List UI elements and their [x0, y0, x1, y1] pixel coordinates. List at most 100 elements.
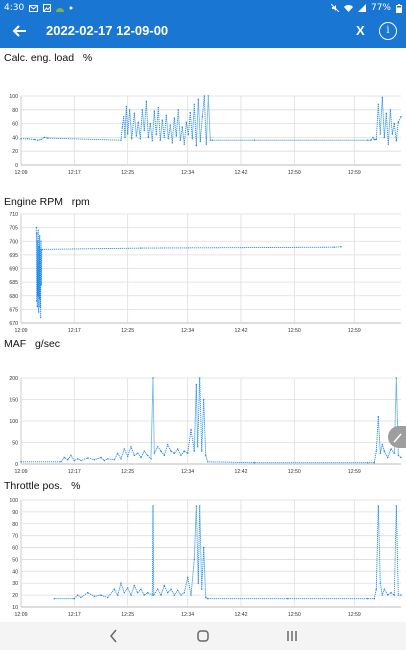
- data-point: [387, 456, 389, 459]
- x-tick-label: 12:34: [181, 170, 194, 176]
- chart-title: Throttle pos. %: [4, 480, 81, 492]
- back-arrow-icon[interactable]: [11, 22, 29, 40]
- data-point: [372, 136, 374, 139]
- y-tick-label: 150: [9, 398, 18, 404]
- data-point: [127, 587, 129, 589]
- chart-title: Calc. eng. load %: [4, 52, 93, 64]
- data-point: [121, 126, 124, 128]
- chart-calc-eng-load: Calc. eng. load % 0 20 40 60 80 100 12:09 12:17…: [0, 52, 406, 194]
- data-point: [383, 136, 385, 139]
- x-tick-label: 12:17: [68, 170, 81, 176]
- chart-svg: 670 675 680 685 690 695 700 705 710 12:09 12:17 12:…: [9, 212, 401, 334]
- data-point: [53, 598, 55, 600]
- y-tick-label: 10: [12, 605, 18, 611]
- signal-icon: [357, 4, 366, 12]
- data-point: [165, 114, 167, 116]
- data-point: [381, 444, 383, 446]
- data-point: [36, 232, 38, 234]
- y-tick-label: 20: [12, 149, 18, 155]
- y-tick-label: 705: [9, 226, 18, 232]
- data-point: [190, 594, 192, 596]
- data-point: [87, 457, 89, 459]
- y-tick-label: 100: [9, 419, 18, 425]
- data-point: [400, 456, 402, 459]
- data-point: [183, 143, 185, 145]
- data-point: [173, 452, 175, 454]
- y-tick-label: 685: [9, 280, 18, 286]
- x-tick-label: 12:17: [68, 469, 81, 475]
- x-tick-label: 12:25: [121, 469, 134, 475]
- x-tick-label: 12:42: [235, 328, 248, 334]
- data-point: [207, 95, 209, 97]
- battery-icon: [396, 3, 402, 13]
- battery-percent: 77%: [370, 3, 391, 13]
- data-point: [187, 133, 189, 136]
- data-point: [385, 112, 387, 114]
- status-bar: 4:30 77%: [0, 0, 406, 16]
- data-point: [143, 129, 145, 132]
- data-point: [393, 452, 395, 454]
- data-point: [379, 133, 381, 135]
- data-point: [140, 588, 142, 590]
- x-tick-label: 12:42: [235, 170, 248, 176]
- info-icon[interactable]: i: [379, 22, 397, 40]
- data-point: [163, 454, 165, 457]
- data-point: [395, 140, 397, 142]
- data-point: [169, 124, 171, 126]
- data-point: [199, 505, 201, 507]
- y-tick-label: 50: [12, 441, 18, 447]
- data-point: [387, 143, 389, 145]
- data-point: [123, 592, 126, 594]
- y-tick-label: 690: [9, 267, 18, 273]
- data-point: [397, 121, 399, 123]
- data-point: [35, 226, 37, 229]
- data-point: [199, 140, 201, 143]
- x-tick-label: 12:59: [348, 328, 361, 334]
- data-point: [87, 592, 89, 594]
- data-point: [107, 458, 109, 460]
- data-point: [287, 598, 289, 600]
- system-nav-bar: [0, 622, 406, 650]
- data-point: [38, 297, 40, 300]
- data-point: [201, 116, 203, 118]
- series-line: [21, 95, 402, 146]
- x-tick-label: 12:50: [288, 612, 301, 618]
- data-point: [167, 444, 169, 446]
- data-point: [40, 138, 42, 141]
- close-button[interactable]: X: [356, 23, 365, 38]
- data-point: [161, 119, 163, 121]
- data-point: [27, 138, 29, 140]
- data-point: [400, 594, 402, 596]
- data-point: [183, 450, 185, 452]
- data-point: [117, 594, 119, 596]
- data-point: [93, 595, 96, 597]
- data-point: [175, 135, 177, 137]
- x-tick-label: 12:25: [121, 170, 134, 176]
- data-point: [375, 450, 377, 452]
- data-point: [67, 459, 69, 461]
- data-point: [373, 598, 375, 600]
- y-tick-label: 50: [12, 557, 18, 563]
- data-point: [179, 139, 181, 141]
- chart-svg: 10 20 30 40 50 60 70 80 90 100 12:09 12:17 12:25 12:3…: [9, 498, 402, 618]
- nav-home-icon[interactable]: [195, 628, 211, 644]
- scroll-handle[interactable]: [388, 426, 406, 448]
- data-point: [37, 240, 39, 242]
- nav-recents-icon[interactable]: [284, 628, 300, 644]
- y-tick-label: 680: [9, 294, 18, 300]
- data-point: [370, 139, 372, 141]
- data-point: [207, 598, 209, 600]
- data-point: [387, 594, 389, 596]
- data-point: [41, 248, 43, 251]
- x-tick-label: 12:17: [68, 612, 81, 618]
- y-tick-label: 0: [15, 163, 18, 169]
- data-point: [195, 145, 197, 147]
- x-tick-label: 12:09: [15, 612, 28, 618]
- data-point: [123, 448, 126, 450]
- data-point: [127, 455, 129, 457]
- data-point: [375, 588, 377, 590]
- y-tick-label: 710: [9, 212, 18, 218]
- x-tick-label: 12:25: [121, 328, 134, 334]
- nav-back-icon[interactable]: [106, 628, 122, 644]
- x-tick-label: 12:50: [288, 469, 301, 475]
